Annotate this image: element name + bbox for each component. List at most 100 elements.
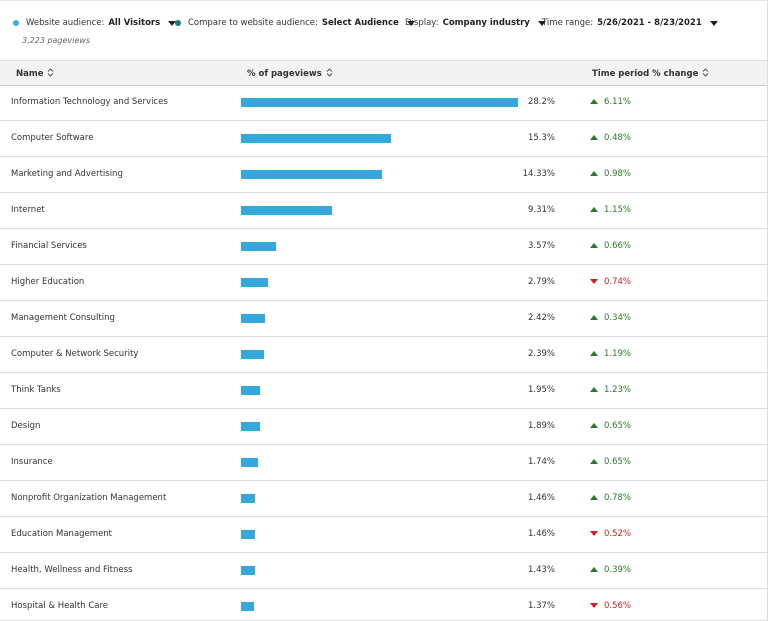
column-title: % of pageviews [247, 69, 322, 79]
sort-icon-svg [702, 68, 709, 77]
table-row: Think Tanks 1.95% 1.23% [0, 372, 767, 409]
pageviews-percent: 1.95% [527, 385, 555, 395]
industry-name: Information Technology and Services [11, 97, 168, 107]
column-title: Name [16, 69, 44, 79]
sort-icon-svg [48, 68, 54, 77]
period-change: 0.65% [604, 421, 632, 431]
filter-label: Compare to website audience: [188, 18, 318, 28]
pageviews-percent: 9.31% [527, 205, 555, 215]
table-row: Hospital & Health Care 1.37% 0.56% [0, 588, 767, 620]
dropdown-caret [537, 20, 546, 26]
period-change: 1.19% [604, 349, 632, 359]
industry-name: Management Consulting [11, 313, 115, 323]
industry-name: Education Management [11, 529, 113, 539]
dropdown-caret [168, 20, 177, 26]
trend-arrow [590, 279, 598, 284]
period-change: 0.78% [604, 493, 632, 503]
industry-name: Think Tanks [11, 385, 61, 395]
trend-arrow [590, 387, 598, 392]
filter-dropdown[interactable]: Display: Company industry [405, 18, 546, 28]
filter-label: Display: [405, 18, 439, 28]
sort-icon [47, 68, 54, 80]
table-row: Higher Education 2.79% 0.74% [0, 264, 767, 301]
filter-value: Company industry [442, 18, 530, 28]
table-row: Marketing and Advertising 14.33% 0.98% [0, 156, 767, 193]
period-change: 6.11% [604, 97, 632, 107]
industry-name: Insurance [11, 457, 53, 467]
pageviews-percent: 2.42% [527, 313, 555, 323]
table-row: Management Consulting 2.42% 0.34% [0, 300, 767, 337]
pageviews-bar [241, 206, 333, 215]
pageviews-percent: 14.33% [522, 169, 555, 179]
dropdown-caret [406, 20, 415, 26]
industry-name: Computer Software [11, 133, 94, 143]
trend-arrow [590, 207, 598, 212]
pageviews-percent: 1.46% [527, 493, 555, 503]
pageviews-percent: 3.57% [527, 241, 555, 251]
trend-arrow [590, 351, 598, 356]
table-row: Internet 9.31% 1.15% [0, 192, 767, 229]
audience-dot [175, 20, 181, 26]
table-header: Name % of pageviews Time period % change [0, 60, 767, 86]
period-change: 0.98% [604, 169, 632, 179]
pageviews-percent: 2.79% [527, 277, 555, 287]
pageviews-bar [241, 350, 265, 359]
period-change: 0.34% [604, 313, 632, 323]
period-change: 0.66% [604, 241, 632, 251]
table-row: Design 1.89% 0.65% [0, 408, 767, 445]
filter-dropdown[interactable]: Time range: 5/26/2021 - 8/23/2021 [542, 18, 718, 28]
pageviews-bar [241, 278, 269, 287]
filter-value: All Visitors [108, 18, 161, 28]
filter-label: Time range: [542, 18, 594, 28]
trend-arrow [590, 243, 598, 248]
trend-arrow [590, 567, 598, 572]
table-row: Information Technology and Services 28.2%… [0, 84, 767, 121]
table-row: Health, Wellness and Fitness 1.43% 0.39% [0, 552, 767, 589]
pageviews-bar [241, 314, 265, 323]
table-row: Computer & Network Security 2.39% 1.19% [0, 336, 767, 373]
pageviews-bar [241, 170, 382, 179]
column-header[interactable]: Name [16, 68, 54, 80]
period-change: 1.15% [604, 205, 632, 215]
sort-icon-svg [326, 68, 333, 77]
filter-label: Website audience: [26, 18, 105, 28]
industry-name: Nonprofit Organization Management [11, 493, 167, 503]
sort-icon [326, 68, 333, 80]
period-change: 0.65% [604, 457, 632, 467]
dropdown-caret [709, 20, 718, 26]
period-change: 0.48% [604, 133, 632, 143]
table-row: Financial Services 3.57% 0.66% [0, 228, 767, 265]
filter-dropdown[interactable]: Website audience: All Visitors [13, 18, 177, 28]
column-header[interactable]: % of pageviews [247, 68, 333, 80]
trend-arrow [590, 459, 598, 464]
filter-value: Select Audience [321, 18, 399, 28]
pageviews-percent: 28.2% [527, 97, 555, 107]
industry-name: Design [11, 421, 41, 431]
audience-dot [13, 20, 19, 26]
pageviews-percent: 2.39% [527, 349, 555, 359]
industry-name: Financial Services [11, 241, 87, 251]
pageviews-bar [241, 386, 261, 395]
trend-arrow [590, 171, 598, 176]
industry-name: Marketing and Advertising [11, 169, 123, 179]
trend-arrow [590, 99, 598, 104]
industry-name: Higher Education [11, 277, 85, 287]
trend-arrow [590, 603, 598, 608]
pageviews-bar [241, 530, 256, 539]
filter-value: 5/26/2021 - 8/23/2021 [597, 18, 702, 28]
pageviews-bar [241, 242, 277, 251]
filter-dropdown[interactable]: Compare to website audience: Select Audie… [175, 18, 415, 28]
period-change: 0.39% [604, 565, 632, 575]
period-change: 0.74% [604, 277, 632, 287]
pageviews-percent: 1.46% [527, 529, 555, 539]
column-title: Time period % change [592, 69, 699, 79]
pageviews-percent: 15.3% [527, 133, 555, 143]
column-header[interactable]: Time period % change [592, 68, 709, 80]
table-row: Insurance 1.74% 0.65% [0, 444, 767, 481]
table-row: Nonprofit Organization Management 1.46% 0.… [0, 480, 767, 517]
pageviews-bar [241, 422, 260, 431]
pageviews-bar [241, 494, 256, 503]
trend-arrow [590, 531, 598, 536]
pageviews-bar [241, 458, 259, 467]
